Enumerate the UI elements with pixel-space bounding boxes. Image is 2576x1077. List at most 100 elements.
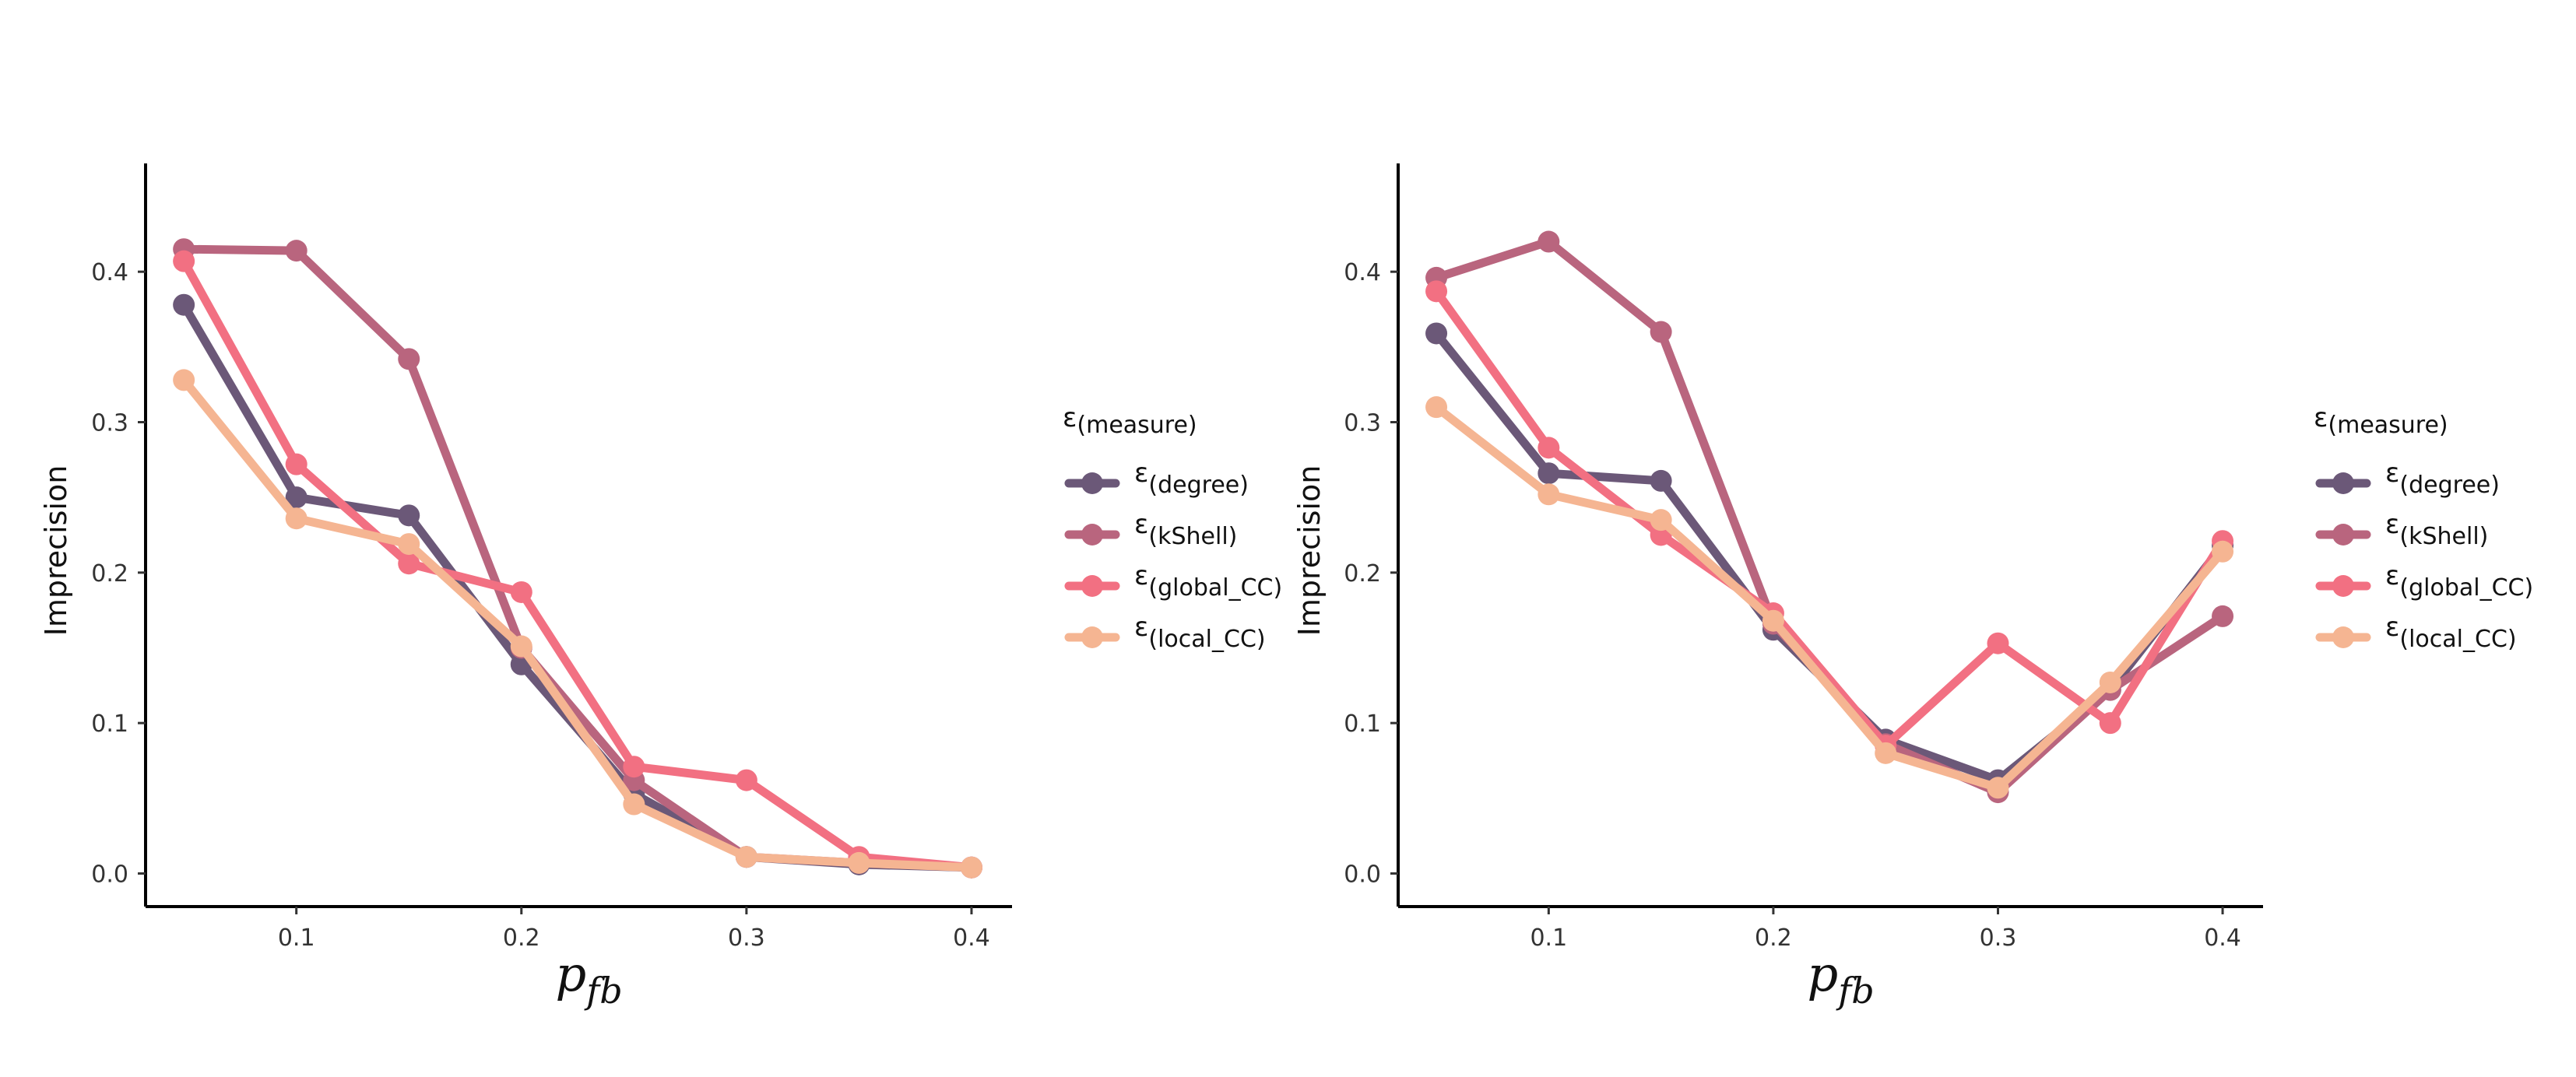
chart-panel-2: 0.0 0.1 0.2 0.3 0.4 0.1 0.2 0.3 0.4 Imprecision pf…: [1292, 163, 2533, 1012]
chart-panel-1: 0.0 0.1 0.2 0.3 0.4 0.1 0.2 0.3 0.4 Imprecision pf…: [39, 163, 1282, 1012]
data-point: [2212, 540, 2234, 563]
legend-swatch-point: [1081, 626, 1103, 648]
data-point: [1425, 322, 1448, 345]
legend-label-sub: (kShell): [2399, 523, 2488, 550]
legend-swatch-point: [2332, 524, 2354, 546]
legend-item: ε(local_CC): [2315, 612, 2517, 653]
data-point: [2099, 712, 2121, 735]
data-point: [398, 348, 420, 370]
data-point: [848, 851, 870, 874]
data-point: [2099, 671, 2121, 693]
x-tick-label: 0.3: [1980, 924, 2017, 952]
legend-label-main: ε: [2385, 458, 2399, 489]
legend-label-sub: (local_CC): [2399, 626, 2516, 653]
legend-item: ε(degree): [1064, 458, 1249, 499]
data-point: [510, 635, 532, 658]
y-tick-label: 0.4: [91, 259, 128, 286]
legend-label-main: ε: [1134, 458, 1148, 489]
legend-item: ε(global_CC): [2315, 560, 2533, 602]
x-tick-label: 0.4: [953, 924, 990, 952]
x-tick-label: 0.2: [1755, 924, 1792, 952]
legend-swatch-point: [2332, 472, 2354, 494]
legend-swatch-point: [2332, 626, 2354, 648]
legend-item: ε(kShell): [1064, 509, 1237, 550]
legend-item: ε(local_CC): [1064, 612, 1266, 653]
legend-item: ε(degree): [2315, 458, 2500, 499]
legend-label: ε(kShell): [2385, 509, 2488, 550]
legend-swatch-point: [1081, 472, 1103, 494]
data-point: [623, 756, 645, 778]
legend: ε(measure)ε(degree)ε(kShell)ε(global_CC)…: [2314, 402, 2533, 653]
panels: 0.00.10.20.30.40.1 0.2 0.3 0.4Imprecisionpf…: [39, 163, 2533, 1012]
x-axis-label-main: p: [1808, 945, 1839, 1002]
legend-item: ε(kShell): [2315, 509, 2488, 550]
series-local_CC: [1425, 396, 2234, 799]
y-tick-label: 0.1: [1344, 710, 1381, 738]
data-point: [1538, 462, 1560, 485]
legend-label-sub: (kShell): [1148, 523, 1237, 550]
legend-label: ε(global_CC): [2385, 560, 2533, 602]
y-tick-label: 0.3: [1344, 410, 1381, 437]
x-tick-label: 0.1: [278, 924, 315, 952]
legend-label: ε(degree): [2385, 458, 2500, 499]
legend-label: ε(local_CC): [2385, 612, 2517, 653]
data-point: [398, 533, 420, 556]
data-point: [398, 504, 420, 527]
data-point: [735, 769, 757, 791]
legend-label-sub: (local_CC): [1148, 626, 1265, 653]
data-point: [1650, 509, 1672, 531]
legend-label-main: ε: [1134, 509, 1148, 540]
y-axis-label: Imprecision: [1292, 465, 1327, 637]
y-tick-label: 0.2: [91, 560, 128, 588]
data-point: [398, 553, 420, 575]
legend-swatch-point: [1081, 524, 1103, 546]
data-point: [1650, 321, 1672, 343]
data-point: [285, 486, 308, 509]
series-line: [179, 257, 976, 872]
data-point: [510, 581, 532, 603]
legend-title-sub: (measure): [1077, 412, 1197, 439]
x-tick-label: 0.1: [1530, 924, 1567, 952]
legend-label-main: ε: [2385, 612, 2399, 643]
series-line: [179, 375, 976, 872]
data-point: [1987, 632, 2009, 654]
legend-title-sub: (measure): [2328, 412, 2448, 439]
data-point: [623, 793, 645, 816]
legend-swatch-point: [1081, 575, 1103, 597]
data-point: [173, 369, 195, 391]
data-point: [735, 846, 757, 868]
legend-label-sub: (degree): [2399, 472, 2500, 499]
series-line: [1432, 286, 2227, 750]
x-axis-label-main: p: [556, 945, 587, 1002]
x-axis-label: pfb: [556, 945, 623, 1012]
data-point: [1538, 437, 1560, 459]
legend-title-main: ε: [2314, 402, 2328, 433]
data-point: [285, 240, 308, 262]
data-point: [1987, 777, 2009, 799]
data-point: [1538, 230, 1560, 253]
legend-label: ε(degree): [1134, 458, 1249, 499]
legend-label: ε(local_CC): [1134, 612, 1266, 653]
legend-title-main: ε: [1063, 402, 1077, 433]
legend-title: ε(measure): [2314, 402, 2448, 439]
legend-label-sub: (global_CC): [1148, 574, 1282, 602]
series-local_CC: [173, 369, 982, 879]
data-point: [1650, 469, 1672, 492]
data-point: [1425, 396, 1448, 419]
legend-label-main: ε: [1134, 612, 1148, 643]
data-point: [2212, 605, 2234, 627]
x-tick-label: 0.3: [728, 924, 765, 952]
x-tick-label: 0.2: [503, 924, 540, 952]
legend-label-main: ε: [1134, 560, 1148, 591]
y-tick-label: 0.1: [91, 710, 128, 738]
y-tick-label: 0.2: [1344, 560, 1381, 588]
x-axis-label-sub: fb: [1836, 970, 1874, 1012]
y-tick-label: 0.3: [91, 410, 128, 437]
x-axis-label: pfb: [1808, 945, 1875, 1012]
x-tick-label: 0.4: [2204, 924, 2241, 952]
data-point: [173, 250, 195, 272]
data-point: [285, 453, 308, 475]
data-point: [1538, 483, 1560, 506]
legend: ε(measure)ε(degree)ε(kShell)ε(global_CC)…: [1063, 402, 1282, 653]
